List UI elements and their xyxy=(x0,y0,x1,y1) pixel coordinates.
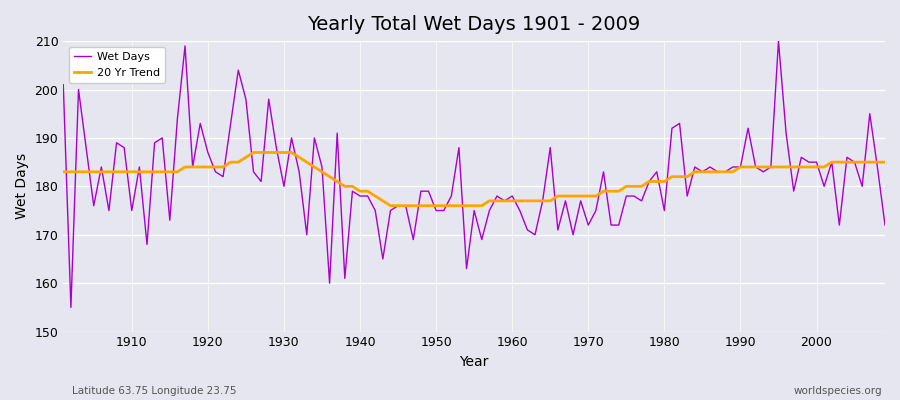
Wet Days xyxy=(293,170,304,174)
20 Yr Trend xyxy=(119,170,130,174)
20 Yr Trend xyxy=(879,160,890,164)
20 Yr Trend xyxy=(339,184,350,189)
Legend: Wet Days, 20 Yr Trend: Wet Days, 20 Yr Trend xyxy=(68,47,166,83)
Y-axis label: Wet Days: Wet Days xyxy=(15,153,29,220)
Wet Days xyxy=(66,305,77,310)
Wet Days xyxy=(879,223,890,228)
Wet Days xyxy=(773,39,784,44)
20 Yr Trend xyxy=(293,155,304,160)
Line: 20 Yr Trend: 20 Yr Trend xyxy=(63,152,885,206)
Wet Days xyxy=(507,194,517,198)
Line: Wet Days: Wet Days xyxy=(63,41,885,307)
20 Yr Trend xyxy=(515,198,526,203)
Text: worldspecies.org: worldspecies.org xyxy=(794,386,882,396)
Wet Days xyxy=(339,276,350,281)
Wet Days xyxy=(58,82,68,87)
20 Yr Trend xyxy=(613,189,624,194)
20 Yr Trend xyxy=(522,198,533,203)
Wet Days xyxy=(515,208,526,213)
Wet Days xyxy=(606,223,616,228)
20 Yr Trend xyxy=(248,150,259,155)
Title: Yearly Total Wet Days 1901 - 2009: Yearly Total Wet Days 1901 - 2009 xyxy=(308,15,641,34)
Wet Days xyxy=(126,208,137,213)
X-axis label: Year: Year xyxy=(460,355,489,369)
Text: Latitude 63.75 Longitude 23.75: Latitude 63.75 Longitude 23.75 xyxy=(72,386,237,396)
20 Yr Trend xyxy=(58,170,68,174)
20 Yr Trend xyxy=(385,203,396,208)
